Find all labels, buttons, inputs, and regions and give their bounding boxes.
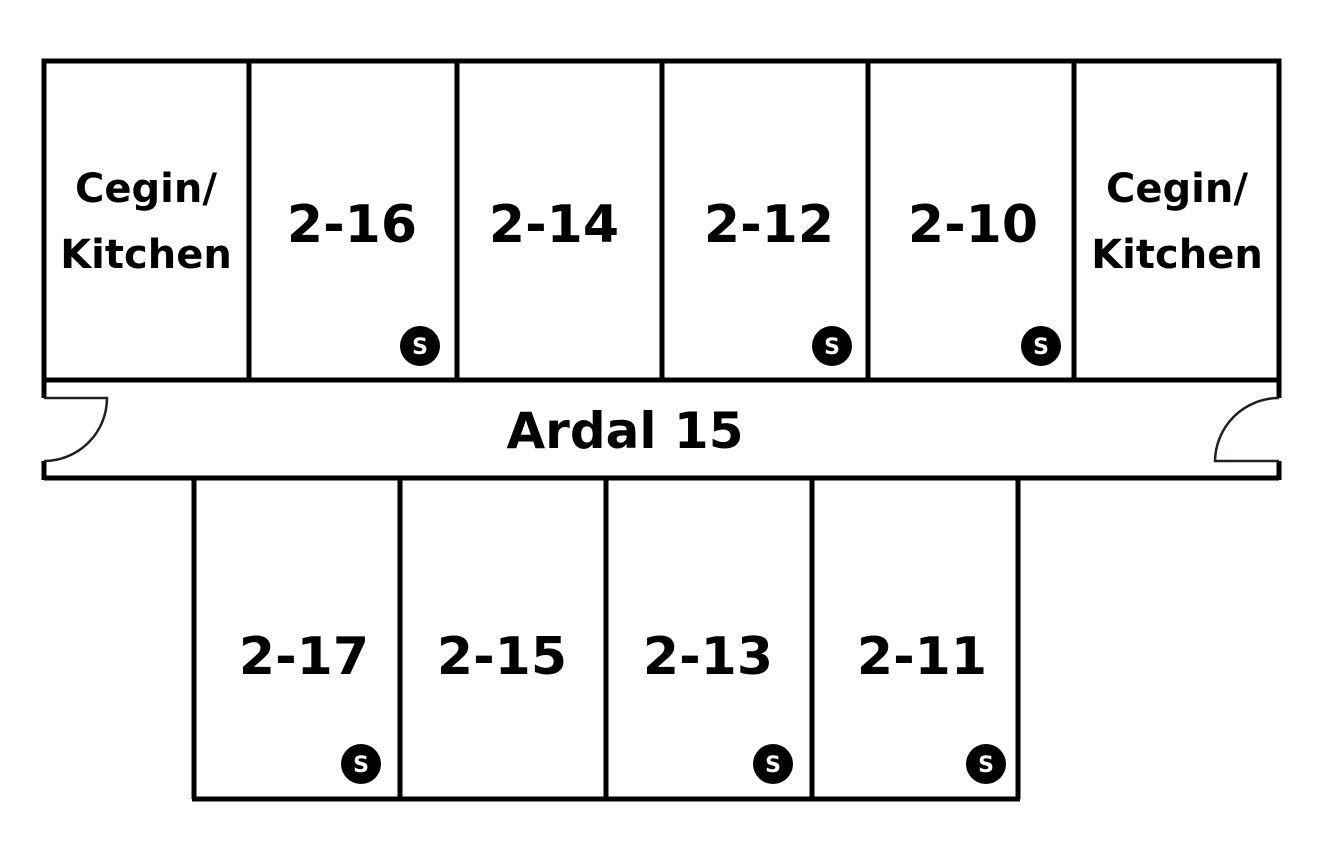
svg-text:S: S — [353, 753, 369, 778]
kitchen-left-label-line2: Kitchen — [60, 232, 232, 278]
corridor-walls — [41, 380, 1282, 481]
door-right-icon — [1213, 396, 1280, 463]
svg-text:S: S — [824, 335, 840, 360]
s-badge-icon: S — [812, 326, 852, 366]
room-2-12-label: 2-12 — [704, 195, 834, 255]
room-2-16-label: 2-16 — [287, 195, 417, 255]
room-2-14-label: 2-14 — [489, 195, 619, 255]
bottom-block-outline — [191, 478, 1021, 802]
kitchen-right-label-line1: Cegin/ — [1106, 166, 1248, 212]
s-badge-icon: S — [341, 744, 381, 784]
svg-text:S: S — [978, 753, 994, 778]
hall-label: Ardal 15 — [506, 402, 743, 460]
room-2-13-label: 2-13 — [643, 627, 773, 687]
svg-text:S: S — [412, 335, 428, 360]
s-badge-icon: S — [753, 744, 793, 784]
svg-text:S: S — [1033, 335, 1049, 360]
room-2-10-label: 2-10 — [908, 195, 1038, 255]
s-badge-icon: S — [966, 744, 1006, 784]
s-badge-icon: S — [1021, 326, 1061, 366]
room-2-11-label: 2-11 — [857, 627, 987, 687]
room-2-15-label: 2-15 — [437, 627, 567, 687]
kitchen-right-label-line2: Kitchen — [1091, 232, 1263, 278]
top-dividers — [246, 61, 1077, 380]
kitchen-left-label-line1: Cegin/ — [75, 166, 217, 212]
s-badge-icon: S — [400, 326, 440, 366]
svg-text:S: S — [765, 753, 781, 778]
room-2-17-label: 2-17 — [239, 627, 369, 687]
door-left-icon — [43, 396, 109, 463]
